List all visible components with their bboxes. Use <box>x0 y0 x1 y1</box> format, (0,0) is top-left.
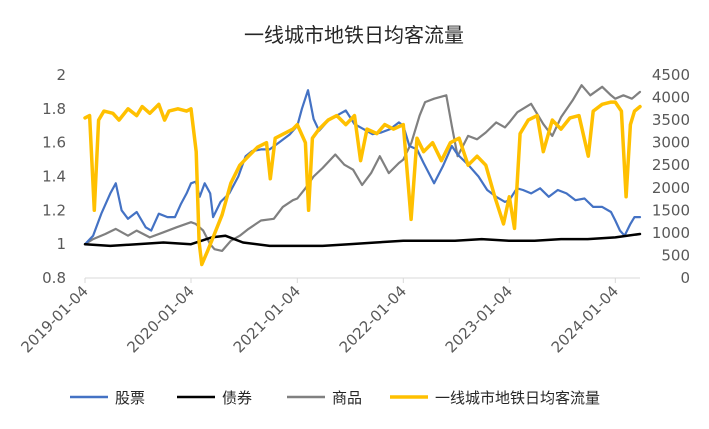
series-group <box>83 84 642 267</box>
y-left-tick-label: 1 <box>56 235 66 253</box>
x-tick-label: 2020-01-04 <box>123 282 197 356</box>
x-axis: 2019-01-04 2020-01-04 2021-01-04 2022-01-04… <box>17 278 622 356</box>
y-right-tick-label: 1500 <box>652 201 690 219</box>
legend-label-stock: 股票 <box>115 389 145 407</box>
y-left-tick-label: 2 <box>56 66 66 84</box>
y-right-tick-label: 2000 <box>652 179 690 197</box>
y-right-tick-label: 4000 <box>652 89 690 107</box>
y-left-tick-label: 0.8 <box>42 269 66 287</box>
y-right-tick-label: 2500 <box>652 156 690 174</box>
y-right-tick-label: 500 <box>661 246 690 264</box>
y-left-tick-label: 1.6 <box>42 134 66 152</box>
y-right-tick-label: 1000 <box>652 224 690 242</box>
y-left-tick-label: 1.4 <box>42 168 66 186</box>
legend: 股票 债券 商品 一线城市地铁日均客流量 <box>70 389 600 407</box>
y-right-tick-label: 4500 <box>652 66 690 84</box>
y-right-tick-label: 3500 <box>652 111 690 129</box>
series-line-subway <box>83 100 642 267</box>
y-left-tick-label: 1.2 <box>42 201 66 219</box>
x-tick-label: 2023-01-04 <box>442 282 516 356</box>
series-line-stock <box>83 89 642 246</box>
series-line-bond <box>83 232 642 248</box>
chart-title: 一线城市地铁日均客流量 <box>244 23 464 47</box>
x-tick-label: 2024-01-04 <box>548 282 622 356</box>
y-left-tick-label: 1.8 <box>42 100 66 118</box>
y-right-tick-label: 0 <box>680 269 690 287</box>
y-axis-right: 0 500 1000 1500 2000 2500 3000 3500 4000 4500 <box>652 66 690 287</box>
x-tick-label: 2021-01-04 <box>230 282 304 356</box>
legend-label-commodity: 商品 <box>332 389 362 407</box>
legend-label-bond: 债券 <box>222 389 252 407</box>
y-right-tick-label: 3000 <box>652 134 690 152</box>
x-tick-label: 2019-01-04 <box>17 282 91 356</box>
legend-label-subway: 一线城市地铁日均客流量 <box>435 389 600 407</box>
x-tick-label: 2022-01-04 <box>336 282 410 356</box>
y-axis-left: 0.8 1 1.2 1.4 1.6 1.8 2 <box>42 66 66 287</box>
